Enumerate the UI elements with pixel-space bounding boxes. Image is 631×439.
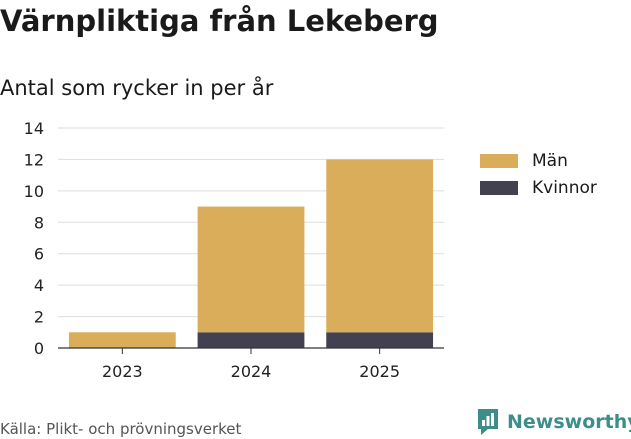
x-tick-label-2024: 2024 [231, 362, 272, 381]
y-tick-label-8: 8 [34, 213, 44, 232]
brand-name: Newsworthy [507, 411, 631, 433]
newsworthy-logo-icon [478, 409, 498, 435]
x-tick-label-2025: 2025 [359, 362, 400, 381]
chart-subtitle: Antal som rycker in per år [0, 76, 274, 100]
x-tick-label-2023: 2023 [102, 362, 143, 381]
bar-2024-kvinnor [197, 332, 305, 348]
legend-swatch-man [480, 153, 518, 168]
legend-item-kvinnor: Kvinnor [480, 174, 597, 201]
legend-label-kvinnor: Kvinnor [532, 177, 597, 198]
y-tick-label-12: 12 [24, 150, 44, 169]
y-tick-label-6: 6 [34, 245, 44, 264]
legend-item-man: Män [480, 147, 597, 174]
y-tick-label-10: 10 [24, 182, 44, 201]
bar-2025-kvinnor [326, 332, 434, 348]
y-tick-label-14: 14 [24, 119, 44, 138]
bar-2023-män [68, 332, 176, 348]
legend-label-man: Män [532, 150, 568, 171]
y-tick-label-0: 0 [34, 339, 44, 358]
bar-2025-män [326, 159, 434, 333]
legend-swatch-kvinnor [480, 180, 518, 195]
chart-legend: Män Kvinnor [480, 147, 597, 201]
brand[interactable]: Newsworthy [476, 408, 631, 436]
bar-2024-män [197, 206, 305, 333]
y-tick-label-4: 4 [34, 276, 44, 295]
y-tick-label-2: 2 [34, 308, 44, 327]
source-note: Källa: Plikt- och prövningsverket [0, 420, 242, 438]
chart-title: Värnpliktiga från Lekeberg [0, 4, 439, 38]
